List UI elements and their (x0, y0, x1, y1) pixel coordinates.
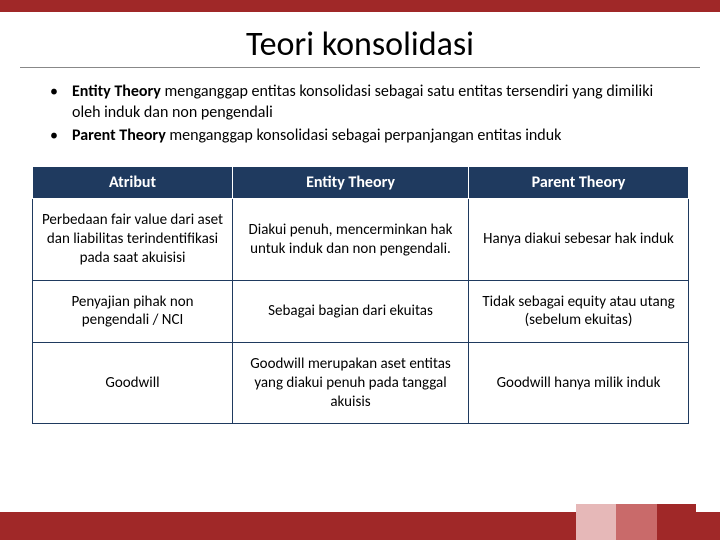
bullet-icon: • (50, 82, 72, 103)
table-header-cell: Parent Theory (469, 167, 689, 199)
table-cell: Penyajian pihak non pengendali / NCI (33, 280, 233, 343)
footer-block (576, 504, 616, 540)
table-header-row: Atribut Entity Theory Parent Theory (33, 167, 689, 199)
title-container: Teori konsolidasi (20, 12, 700, 68)
bullet-list: • Entity Theory menganggap entitas konso… (0, 68, 720, 158)
table-cell: Diakui penuh, mencerminkan hak untuk ind… (233, 199, 469, 280)
table-row: Penyajian pihak non pengendali / NCI Seb… (33, 280, 689, 343)
table-cell: Goodwill merupakan aset entitas yang dia… (233, 343, 469, 424)
table-cell: Hanya diakui sebesar hak induk (469, 199, 689, 280)
bullet-text: Entity Theory menganggap entitas konsoli… (72, 82, 680, 124)
table-row: Goodwill Goodwill merupakan aset entitas… (33, 343, 689, 424)
comparison-table: Atribut Entity Theory Parent Theory Perb… (32, 166, 689, 424)
bullet-icon: • (50, 126, 72, 147)
page-title: Teori konsolidasi (20, 24, 700, 65)
list-item: • Parent Theory menganggap konsolidasi s… (50, 126, 680, 147)
list-item: • Entity Theory menganggap entitas konso… (50, 82, 680, 124)
footer-decoration (576, 504, 696, 540)
bullet-text: Parent Theory menganggap konsolidasi seb… (72, 126, 680, 147)
table-header-cell: Atribut (33, 167, 233, 199)
table-row: Perbedaan fair value dari aset dan liabi… (33, 199, 689, 280)
bullet-bold: Entity Theory (72, 82, 161, 101)
table-cell: Perbedaan fair value dari aset dan liabi… (33, 199, 233, 280)
table-cell: Goodwill hanya milik induk (469, 343, 689, 424)
footer-block (616, 504, 656, 540)
bullet-rest: menganggap konsolidasi sebagai perpanjan… (166, 126, 562, 145)
table-cell: Tidak sebagai equity atau utang (sebelum… (469, 280, 689, 343)
table-cell: Sebagai bagian dari ekuitas (233, 280, 469, 343)
table-cell: Goodwill (33, 343, 233, 424)
top-accent-bar (0, 0, 720, 12)
footer-block (656, 504, 696, 540)
bullet-bold: Parent Theory (72, 126, 166, 145)
table-header-cell: Entity Theory (233, 167, 469, 199)
